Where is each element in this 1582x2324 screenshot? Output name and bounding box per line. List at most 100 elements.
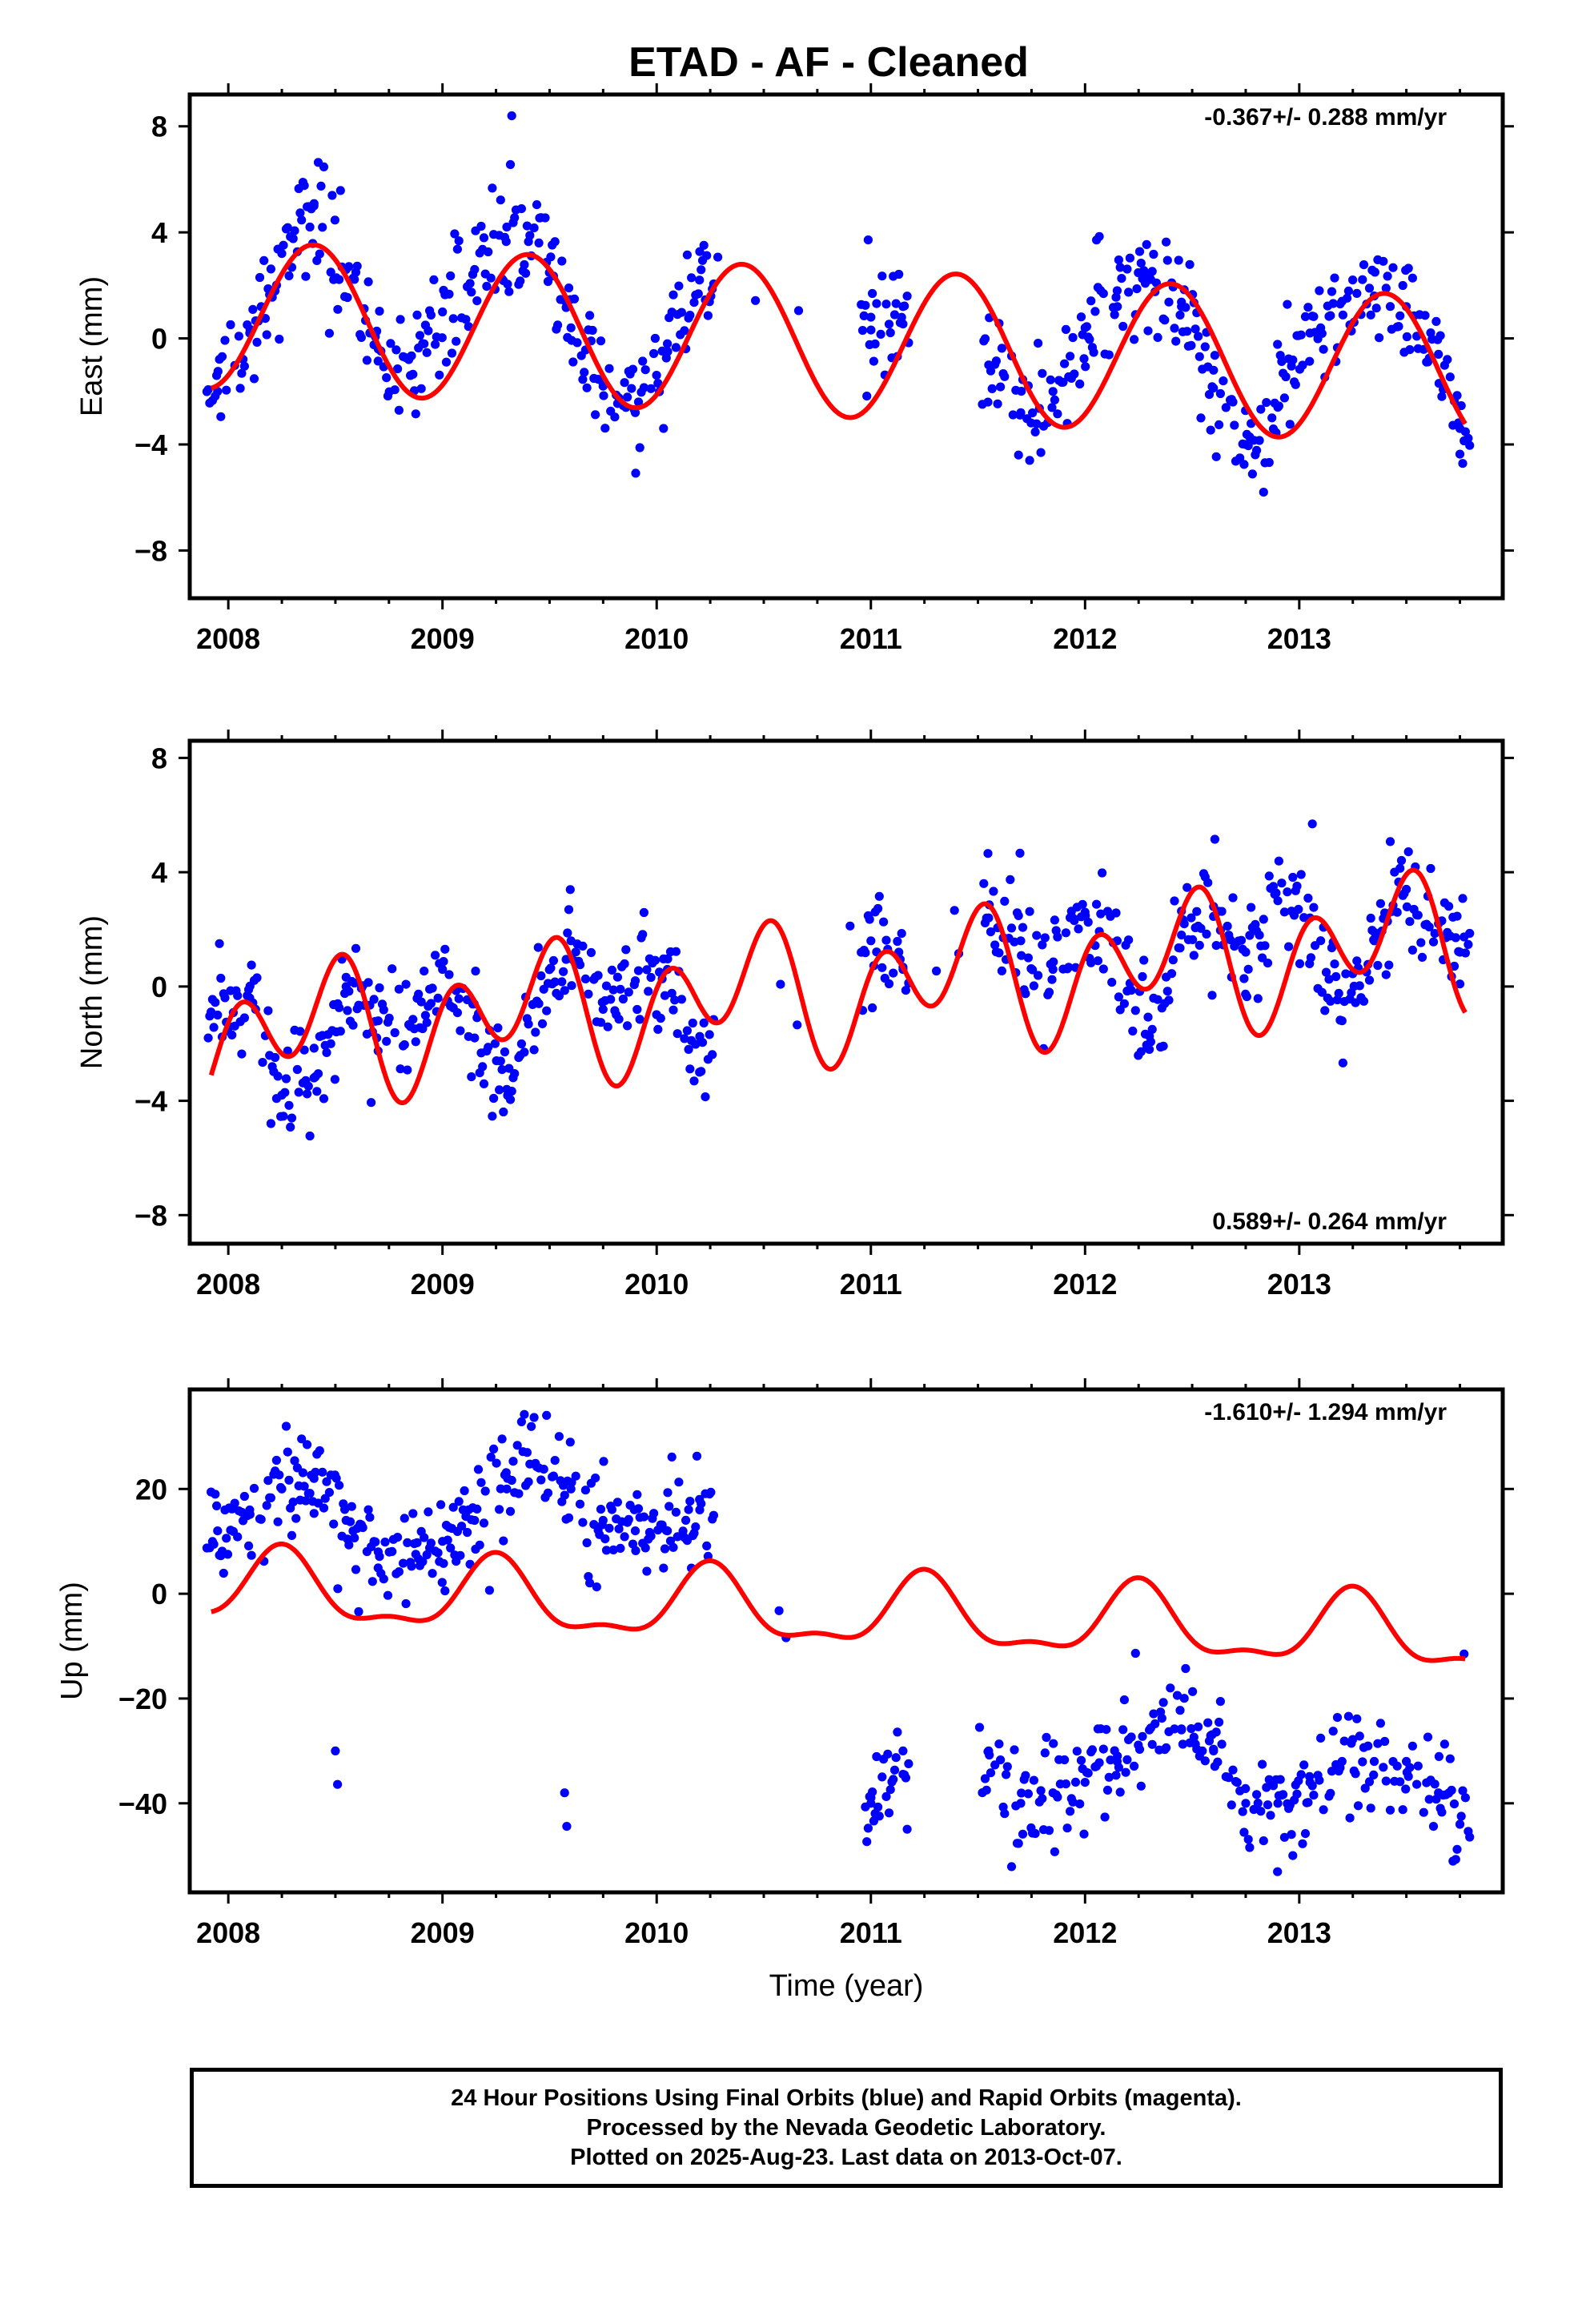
data-point (266, 1493, 275, 1502)
data-point (620, 959, 629, 969)
data-point (266, 1119, 275, 1128)
data-point (456, 1026, 465, 1035)
data-point (333, 1584, 343, 1594)
data-point (277, 1090, 287, 1100)
data-point (1119, 999, 1129, 1008)
data-point (984, 913, 994, 923)
data-point (422, 348, 432, 357)
data-point (514, 1489, 524, 1498)
data-point (1112, 286, 1122, 296)
data-point (1407, 273, 1417, 283)
data-point (499, 1536, 508, 1546)
data-point (470, 1033, 480, 1043)
data-point (439, 957, 448, 967)
data-point (663, 1526, 673, 1536)
data-point (997, 966, 1006, 975)
data-point (1373, 960, 1383, 971)
data-point (496, 195, 505, 205)
data-point (1111, 1771, 1121, 1780)
data-point (1326, 311, 1335, 320)
data-point (303, 1089, 312, 1099)
data-point (1379, 256, 1388, 266)
data-point (534, 1463, 544, 1473)
data-point (1288, 872, 1298, 883)
data-point (1136, 1781, 1146, 1791)
data-point (606, 995, 616, 1004)
data-point (1373, 1739, 1383, 1748)
data-point (470, 264, 480, 275)
data-point (497, 1434, 507, 1444)
data-point (996, 382, 1006, 392)
data-point (868, 1003, 877, 1013)
data-point (571, 1471, 580, 1481)
data-point (578, 941, 588, 951)
data-point (387, 964, 397, 974)
data-point (373, 1547, 383, 1557)
data-point (638, 356, 648, 366)
data-point (673, 1029, 682, 1039)
data-point (1186, 1724, 1196, 1734)
data-point (861, 948, 870, 958)
data-point (496, 1056, 505, 1066)
data-point (512, 1441, 522, 1450)
data-point (516, 1417, 527, 1426)
data-point (1384, 960, 1394, 970)
panel-frame (187, 92, 1505, 601)
data-point (1094, 1758, 1104, 1767)
data-point (299, 181, 309, 191)
data-point (237, 368, 247, 378)
data-point (1170, 1724, 1179, 1734)
x-tick-label: 2010 (624, 1916, 689, 1949)
data-point (213, 387, 223, 396)
data-point (1284, 942, 1294, 951)
data-point (898, 302, 908, 312)
data-point (1149, 1709, 1158, 1719)
data-point (301, 1496, 311, 1506)
data-point (1296, 330, 1306, 340)
data-point (319, 1503, 329, 1513)
data-point (1402, 332, 1411, 342)
data-point (1317, 328, 1327, 338)
data-point (1136, 259, 1146, 268)
data-point (1038, 1794, 1047, 1803)
data-point (644, 987, 653, 996)
data-point (454, 994, 464, 1003)
data-point (682, 250, 693, 259)
data-point (1306, 953, 1315, 963)
data-point (489, 1444, 499, 1454)
data-point (508, 1457, 518, 1466)
data-point (627, 384, 636, 393)
data-point (695, 1068, 705, 1077)
data-point (1292, 1789, 1302, 1799)
data-point (478, 1062, 488, 1072)
y-axis-label: East (mm) (75, 276, 109, 416)
data-point (1114, 255, 1123, 265)
data-point (1076, 1755, 1086, 1765)
data-point (331, 1746, 340, 1755)
data-point (1464, 433, 1473, 443)
footer-line-2: Processed by the Nevada Geodetic Laborat… (586, 2114, 1106, 2141)
data-point (1157, 1714, 1166, 1723)
data-point (564, 283, 574, 293)
data-point (1081, 362, 1090, 372)
data-point (1300, 1829, 1311, 1839)
data-point (1200, 1756, 1210, 1766)
data-point (1332, 1713, 1343, 1723)
data-point (863, 1823, 873, 1833)
data-point (1211, 452, 1221, 461)
data-point (262, 1501, 271, 1510)
data-point (295, 208, 305, 218)
data-point (697, 1038, 708, 1047)
data-point (375, 983, 384, 993)
data-point (488, 1112, 497, 1121)
data-point (1112, 1756, 1122, 1767)
data-point (482, 281, 492, 292)
data-point (1028, 965, 1038, 975)
data-point (1315, 286, 1324, 296)
data-point (1242, 992, 1251, 1002)
data-point (1402, 884, 1411, 895)
data-point (699, 1018, 709, 1027)
data-point (437, 333, 447, 343)
data-point (586, 947, 596, 958)
